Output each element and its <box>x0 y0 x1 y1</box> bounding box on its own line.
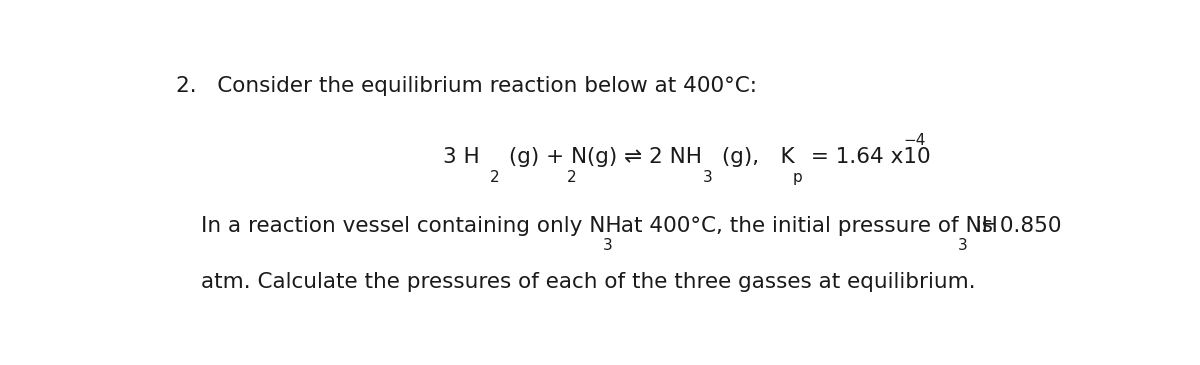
Text: 3 H: 3 H <box>443 147 480 167</box>
Text: (g),: (g), <box>714 147 758 167</box>
Text: 2.   Consider the equilibrium reaction below at 400°C:: 2. Consider the equilibrium reaction bel… <box>176 76 757 96</box>
Text: In a reaction vessel containing only NH: In a reaction vessel containing only NH <box>202 216 622 236</box>
Text: 3: 3 <box>702 169 712 185</box>
Text: K: K <box>752 147 794 167</box>
Text: 3: 3 <box>602 238 613 253</box>
Text: 2: 2 <box>490 169 499 185</box>
Text: (g) + N: (g) + N <box>503 147 588 167</box>
Text: (g) ⇌ 2 NH: (g) ⇌ 2 NH <box>580 147 702 167</box>
Text: at 400°C, the initial pressure of NH: at 400°C, the initial pressure of NH <box>614 216 998 236</box>
Text: atm. Calculate the pressures of each of the three gasses at equilibrium.: atm. Calculate the pressures of each of … <box>202 272 976 292</box>
Text: p: p <box>793 169 803 185</box>
Text: is 0.850: is 0.850 <box>970 216 1062 236</box>
Text: −4: −4 <box>904 133 925 148</box>
Text: = 1.64 x10: = 1.64 x10 <box>804 147 930 167</box>
Text: 2: 2 <box>566 169 576 185</box>
Text: 3: 3 <box>958 238 968 253</box>
